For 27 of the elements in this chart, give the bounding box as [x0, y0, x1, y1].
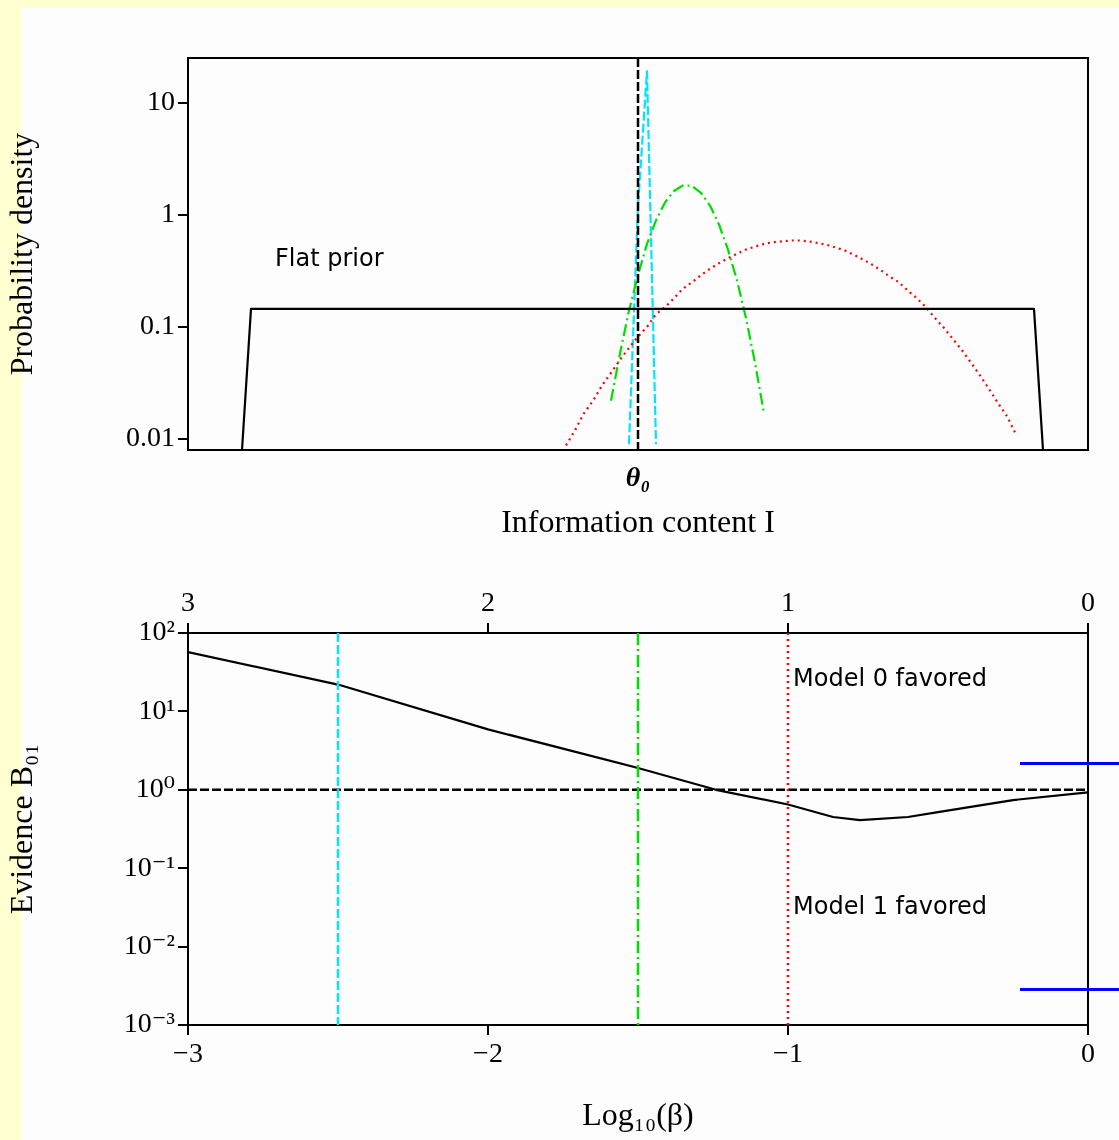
x2-tick-label: 2	[481, 585, 495, 617]
annotation: Flat prior	[275, 244, 384, 273]
x2-tick-label: 1	[781, 585, 795, 617]
y-tick-label: 0.1	[140, 309, 175, 341]
x-tick-label: 0	[1081, 1037, 1095, 1069]
x2-tick-label: 0	[1081, 585, 1095, 617]
y-tick-label: 10⁻³	[123, 1007, 175, 1039]
x2-tick-label: 3	[181, 585, 195, 617]
annotation: Model 1 favored	[793, 891, 987, 920]
x-axis-title: Log₁₀(β)	[582, 1096, 694, 1133]
y-axis-title: Probability density	[2, 132, 39, 376]
x-tick-label: θ₀	[625, 461, 651, 493]
y-tick-label: 10⁰	[135, 772, 175, 804]
x2-axis-title: Information content I	[501, 502, 775, 539]
y-tick-label: 1	[161, 197, 175, 229]
x-tick-label: −2	[473, 1037, 503, 1069]
y-tick-label: 10⁻¹	[123, 850, 175, 882]
annotation: Model 0 favored	[793, 664, 987, 693]
y-tick-label: 0.01	[126, 421, 175, 453]
y-axis-title: Evidence B₀₁	[2, 743, 39, 915]
x-tick-label: −1	[773, 1037, 803, 1069]
y-tick-label: 10	[147, 84, 175, 116]
line-series	[564, 239, 1018, 447]
x-tick-label: −3	[173, 1037, 203, 1069]
y-tick-label: 10⁻²	[123, 928, 175, 960]
y-tick-label: 10¹	[138, 693, 175, 725]
y-tick-label: 10²	[138, 615, 175, 647]
